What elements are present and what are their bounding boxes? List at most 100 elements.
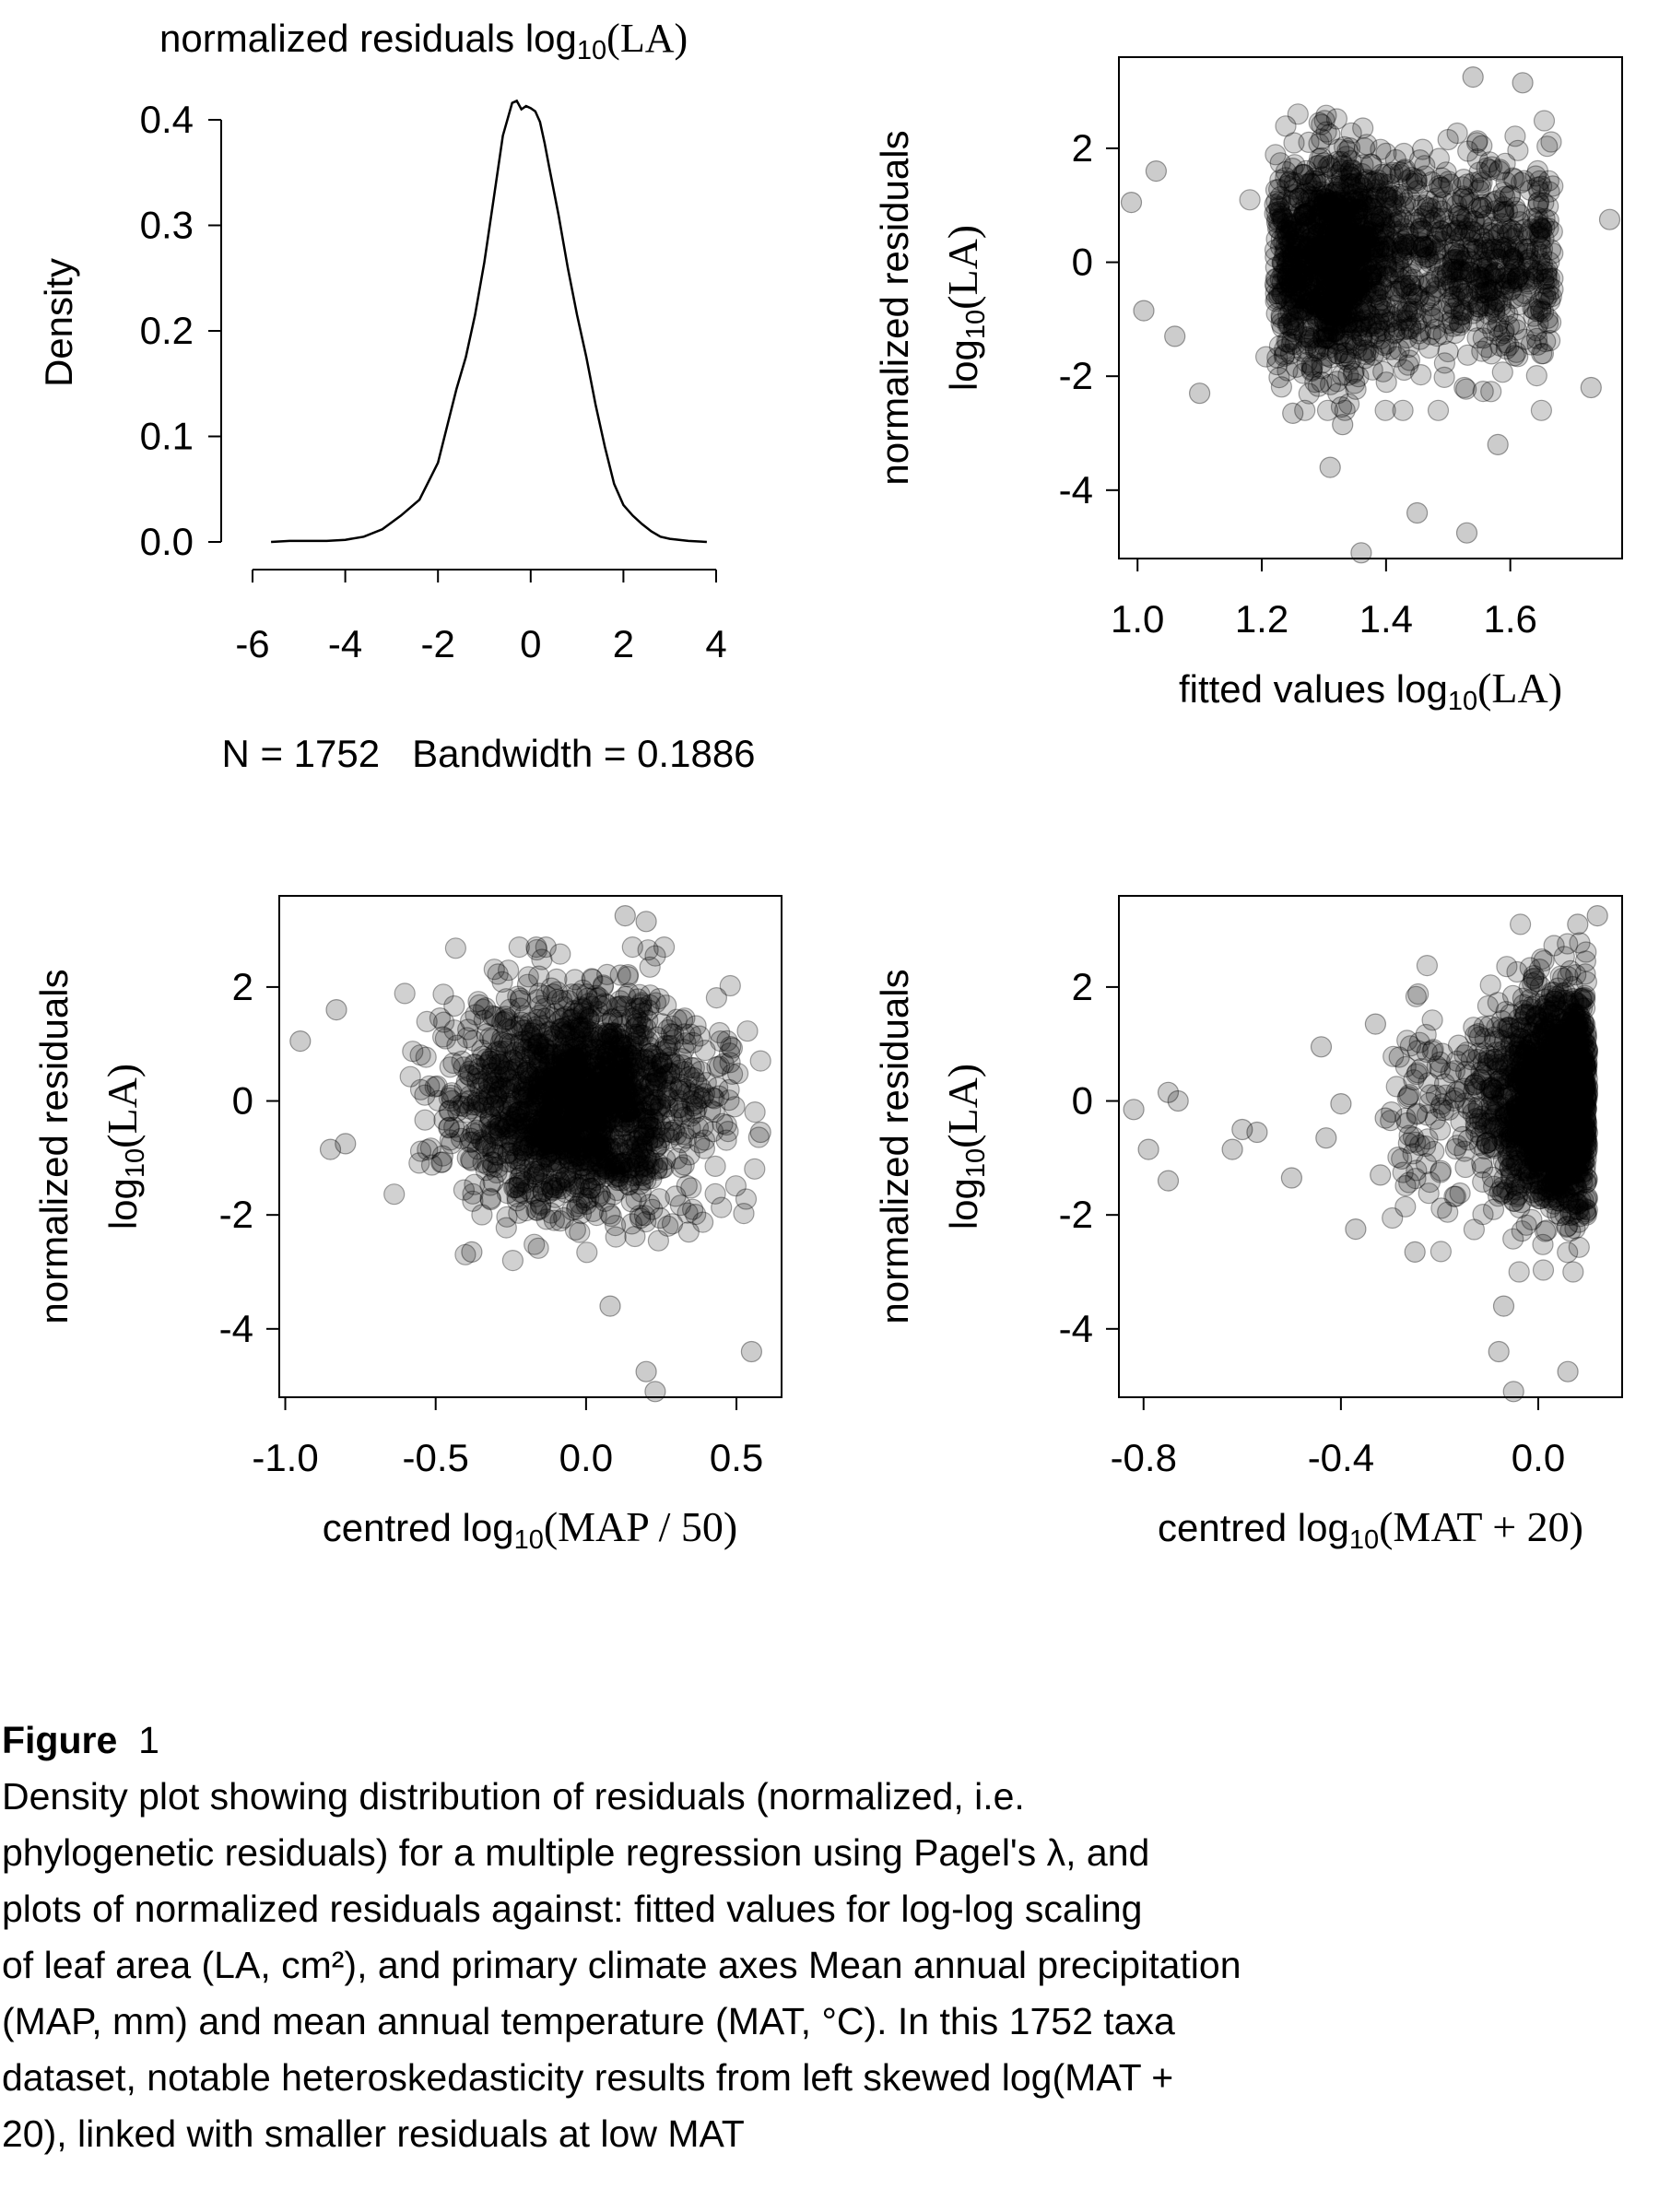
scatter-point [1484, 262, 1506, 284]
scatter-point [1416, 954, 1439, 977]
scatter-point [1365, 283, 1388, 305]
scatter-point [1333, 263, 1355, 285]
scatter-point [549, 943, 571, 965]
scatter-point [1478, 263, 1500, 285]
scatter-point [1413, 205, 1435, 228]
scatter-point [1518, 252, 1540, 274]
scatter-point [1519, 179, 1541, 201]
scatter-point [1301, 170, 1324, 192]
scatter-point [1272, 207, 1294, 229]
scatter-point [1433, 352, 1456, 374]
scatter-point [1494, 273, 1517, 295]
scatter-point [289, 1030, 312, 1053]
scatter-point [1266, 218, 1289, 240]
density-x-tick-label: -4 [328, 622, 362, 665]
scatter-point [1337, 227, 1359, 249]
scatter-point [1239, 189, 1261, 211]
scatter-point [1376, 265, 1398, 287]
scatter-point [1473, 269, 1495, 291]
scatter-point [647, 1055, 669, 1077]
scatter-point [399, 1065, 421, 1088]
scatter-point [1363, 213, 1385, 235]
scatter-point [1347, 276, 1369, 299]
scatter-point [736, 1020, 759, 1042]
scatter-point [1357, 341, 1380, 363]
scatter-point [1307, 207, 1330, 229]
scatter-point [1334, 289, 1357, 312]
scatter-point [485, 1006, 508, 1029]
scatter-point [1268, 335, 1291, 357]
scatter-point [1315, 274, 1337, 296]
scatter-point [549, 1018, 572, 1040]
scatter-point [1449, 214, 1472, 236]
scatter-point [1360, 154, 1382, 176]
scatter-point [1368, 320, 1391, 342]
scatter-point [1332, 242, 1355, 265]
scatter-point [1430, 176, 1453, 198]
scatter-point [1459, 262, 1481, 284]
scatter-point [744, 1100, 766, 1124]
scatter-point [1318, 257, 1341, 279]
scatter-point [496, 1182, 519, 1205]
scatter-point [1331, 204, 1354, 226]
fitted-y-axis: -4-202 [1059, 126, 1119, 512]
scatter-point [1324, 245, 1347, 267]
scatter-point [1471, 340, 1493, 362]
scatter-point [1533, 273, 1556, 295]
scatter-point [1455, 378, 1477, 400]
scatter-point [1470, 266, 1492, 288]
scatter-point [1295, 202, 1318, 224]
scatter-point [1374, 399, 1396, 421]
scatter-point [1327, 218, 1350, 240]
scatter-point [1279, 343, 1302, 365]
scatter-point [1277, 252, 1299, 275]
scatter-point [1303, 286, 1325, 308]
scatter-point [1299, 266, 1322, 288]
density-y-label: Density [37, 258, 80, 387]
scatter-point [1506, 200, 1528, 222]
scatter-point [1270, 376, 1293, 398]
scatter-point [1468, 293, 1490, 315]
scatter-point [641, 1130, 665, 1152]
scatter-point [1316, 199, 1338, 221]
scatter-point [1426, 226, 1448, 249]
scatter-point [1384, 194, 1406, 217]
scatter-point [1443, 249, 1465, 271]
scatter-point [1507, 139, 1529, 161]
fitted-y-label-line2: log10(LA) [939, 225, 991, 391]
scatter-point [1276, 249, 1298, 271]
y-tick-label: -2 [1059, 354, 1093, 397]
scatter-point [1439, 278, 1462, 300]
scatter-point [1342, 230, 1364, 253]
scatter-point [1452, 185, 1475, 207]
scatter-point [1333, 304, 1355, 327]
scatter-point [325, 998, 347, 1021]
scatter-point [1332, 245, 1354, 267]
scatter-point [1470, 196, 1493, 218]
scatter-point [1530, 399, 1553, 421]
scatter-point [1350, 162, 1373, 185]
scatter-point [1466, 148, 1488, 171]
scatter-point [1324, 333, 1347, 355]
scatter-point [1369, 312, 1391, 335]
scatter-point [1399, 263, 1421, 285]
scatter-point [1281, 252, 1304, 274]
scatter-point [1327, 224, 1349, 246]
scatter-point [1280, 275, 1302, 297]
scatter-point [1508, 293, 1531, 316]
scatter-point [1463, 310, 1485, 332]
scatter-point [1286, 262, 1308, 284]
scatter-point [531, 1126, 553, 1149]
scatter-point [1441, 192, 1465, 214]
scatter-point [1304, 207, 1326, 230]
scatter-point [1342, 270, 1364, 292]
scatter-point [1505, 341, 1527, 363]
scatter-point [1363, 272, 1385, 294]
scatter-point [1482, 217, 1504, 239]
scatter-point [501, 1249, 524, 1272]
scatter-point [1310, 248, 1333, 270]
scatter-point [1353, 217, 1375, 239]
scatter-point [1303, 326, 1325, 348]
scatter-point [1455, 208, 1478, 230]
scatter-point [1446, 220, 1468, 242]
